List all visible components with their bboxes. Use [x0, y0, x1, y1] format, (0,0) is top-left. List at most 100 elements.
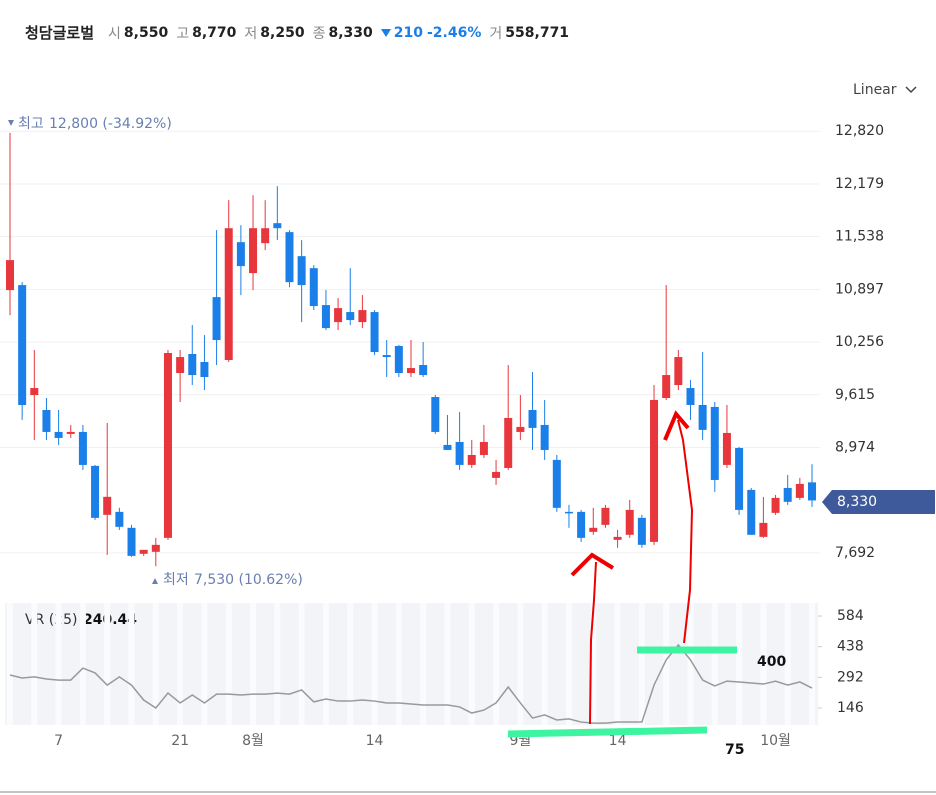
stat-label: 고	[176, 25, 190, 42]
candle-body	[6, 260, 14, 291]
max-text: 12,800 (-34.92%)	[49, 116, 172, 132]
candle-body	[674, 357, 683, 385]
candle-body	[66, 431, 75, 434]
candle-body	[188, 353, 197, 376]
candle-body	[540, 424, 549, 450]
y-tick-label: 10,897	[835, 281, 884, 297]
arrow-head	[663, 410, 690, 441]
y2-tick-label: 438	[837, 639, 864, 655]
stat-label: 시	[108, 25, 121, 42]
candle-body	[467, 454, 476, 465]
candle-body	[382, 355, 391, 358]
header: 청담글로벌 시 8,550 고 8,770 저 8,250 종 8,330 210 -2…	[25, 22, 577, 43]
candle-body	[285, 232, 294, 283]
dropdown-icon[interactable]	[905, 86, 917, 94]
x-tick-label: 7	[54, 733, 63, 749]
candle-body	[492, 471, 501, 478]
y-tick-label: 10,256	[835, 334, 884, 350]
x-tick-label: 14	[609, 733, 627, 749]
candle-body	[637, 517, 646, 545]
arrow	[589, 561, 597, 725]
candle-body	[747, 489, 756, 535]
y-tick-label: 7,692	[835, 545, 875, 561]
x-tick-label: 14	[366, 733, 384, 749]
arrow	[677, 419, 694, 644]
candle-body	[662, 375, 671, 398]
candle-body	[710, 406, 719, 480]
candle-body	[528, 409, 537, 428]
candle-body	[212, 297, 221, 341]
candle-body	[735, 447, 744, 510]
candle-body	[273, 223, 282, 229]
candle-body	[91, 465, 100, 518]
candle-body	[115, 511, 124, 527]
candle-body	[18, 285, 27, 405]
stat-value: 558,771	[505, 24, 570, 41]
min-text: 7,530 (10.62%)	[194, 572, 303, 588]
stat-label: 저	[244, 25, 258, 42]
candle-body	[419, 365, 428, 376]
candle-body	[139, 549, 148, 554]
candle-body	[771, 497, 780, 513]
indicator-name: VR (25)	[25, 612, 78, 628]
down-icon	[380, 28, 391, 37]
x-tick-label: 10월	[760, 733, 791, 749]
candle-body	[577, 511, 586, 538]
candle-body	[808, 482, 816, 501]
candle-body	[783, 487, 792, 502]
candle-body	[394, 346, 403, 373]
candle-body	[163, 353, 172, 538]
candle-body	[176, 357, 185, 373]
stat-value: 8,550	[123, 24, 169, 41]
candle-body	[151, 544, 160, 552]
candle-body	[686, 388, 695, 405]
candle-body	[200, 361, 209, 378]
min-label: 최저	[163, 572, 189, 588]
candle-body	[759, 522, 768, 537]
candle-body	[103, 496, 112, 515]
scale-selector[interactable]: Linear	[853, 82, 897, 98]
candle-body	[54, 431, 63, 438]
candle-body	[370, 312, 379, 353]
candle-body	[346, 312, 355, 321]
vr-line	[9, 643, 813, 724]
candle-body	[455, 441, 464, 465]
candle-body	[224, 228, 233, 360]
candle-body	[309, 268, 318, 307]
annotations: 400 75	[507, 410, 786, 758]
y-tick-label: 8,974	[835, 439, 875, 455]
min-icon	[152, 578, 158, 584]
stat-label: 거	[489, 25, 503, 42]
y-tick-label: 9,615	[835, 387, 875, 403]
stat-value: 8,250	[260, 24, 305, 41]
candle-body	[552, 459, 561, 508]
candle-body	[358, 310, 367, 323]
stat-label: 종	[312, 25, 326, 42]
y-tick-label: 12,179	[835, 176, 884, 192]
y2-tick-label: 292	[837, 669, 864, 685]
price-tag	[822, 490, 935, 514]
candle-body	[650, 399, 659, 542]
stat-value: 8,770	[192, 24, 237, 41]
change-pct: -2.46%	[427, 24, 482, 41]
candle-body	[236, 242, 245, 267]
x-tick-label: 8월	[242, 733, 264, 749]
candle-body	[479, 441, 488, 455]
candle-body	[127, 527, 136, 556]
stat-value: 8,330	[328, 24, 373, 41]
candle-body	[407, 368, 415, 373]
max-icon	[8, 120, 14, 126]
candle-body	[334, 308, 343, 323]
annotation: 400	[757, 654, 786, 670]
y-tick-label: 12,820	[835, 123, 884, 139]
last-price-label: 8,330	[837, 494, 877, 510]
max-label: 최고	[18, 116, 44, 132]
y-tick-label: 11,538	[835, 229, 884, 245]
stock-name: 청담글로벌	[25, 24, 95, 42]
candle-body	[795, 483, 804, 498]
candle-body	[589, 527, 598, 532]
candle-body	[504, 417, 513, 468]
candle-body	[443, 444, 452, 450]
candle-body	[297, 256, 306, 286]
